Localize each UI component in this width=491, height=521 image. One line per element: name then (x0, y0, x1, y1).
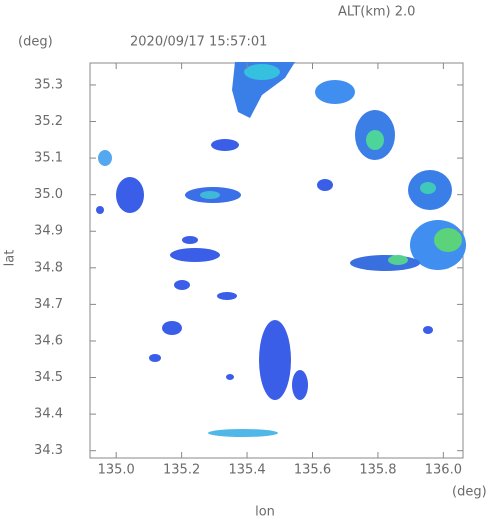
echo (211, 139, 239, 151)
y-tick-label: 35.2 (34, 114, 63, 129)
echo (366, 130, 384, 150)
echo (350, 255, 420, 271)
y-unit: (deg) (18, 35, 53, 50)
x-tick-label: 135.8 (359, 463, 396, 478)
echo (317, 179, 333, 191)
x-tick-label: 135.4 (228, 463, 265, 478)
echo (182, 236, 198, 244)
y-tick-label: 34.6 (34, 333, 63, 348)
echo (208, 429, 278, 437)
echo (98, 150, 112, 166)
x-tick-label: 135.6 (294, 463, 331, 478)
radar-echoes (96, 62, 466, 437)
echo (420, 182, 436, 194)
y-tick-label: 34.8 (34, 260, 63, 275)
echo (388, 255, 408, 265)
timestamp: 2020/09/17 15:57:01 (130, 35, 267, 50)
echo (162, 321, 182, 335)
echo (96, 206, 104, 214)
y-tick-label: 35.1 (34, 151, 63, 166)
echo (423, 326, 433, 334)
echo (244, 64, 280, 80)
echo (292, 370, 308, 400)
x-tick-label: 136.0 (425, 463, 462, 478)
echo (226, 374, 234, 380)
echo (200, 191, 220, 199)
y-tick-label: 35.0 (34, 187, 63, 202)
y-tick-label: 34.7 (34, 297, 63, 312)
x-tick-label: 135.2 (163, 463, 200, 478)
y-tick-label: 34.5 (34, 370, 63, 385)
x-tick-label: 135.0 (98, 463, 135, 478)
echo (149, 354, 161, 362)
x-unit: (deg) (452, 485, 487, 500)
y-axis-label: lat (3, 250, 18, 267)
y-tick-label: 34.3 (34, 443, 63, 458)
echo (315, 80, 355, 104)
y-tick-label: 35.3 (34, 77, 63, 92)
echo (434, 228, 462, 252)
echo (259, 320, 291, 400)
echo (170, 248, 220, 262)
altitude-label: ALT(km) 2.0 (338, 5, 415, 20)
x-axis-label: lon (255, 505, 275, 520)
echo (174, 280, 190, 290)
y-tick-label: 34.4 (34, 407, 63, 422)
echo (217, 292, 237, 300)
y-tick-label: 34.9 (34, 224, 63, 239)
echo (116, 177, 144, 213)
